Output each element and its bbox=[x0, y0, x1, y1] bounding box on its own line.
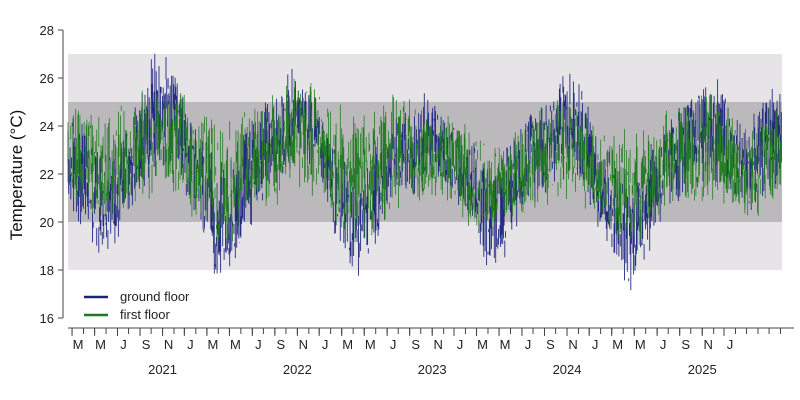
x-tick-label: J bbox=[390, 337, 397, 352]
x-tick-label: J bbox=[457, 337, 464, 352]
x-tick-label: S bbox=[681, 337, 690, 352]
x-tick-label: J bbox=[727, 337, 734, 352]
y-tick-label: 22 bbox=[40, 167, 54, 182]
x-tick-label: N bbox=[164, 337, 173, 352]
x-tick-label: J bbox=[255, 337, 262, 352]
series-first-floor bbox=[67, 78, 782, 249]
x-tick-label: M bbox=[612, 337, 623, 352]
legend-label-ground-floor: ground floor bbox=[120, 289, 190, 304]
x-tick-label: M bbox=[365, 337, 376, 352]
x-tick-label: J bbox=[120, 337, 127, 352]
legend: ground floor first floor bbox=[84, 289, 190, 322]
x-tick-label: S bbox=[142, 337, 151, 352]
x-tick-label: M bbox=[207, 337, 218, 352]
x-year-label: 2023 bbox=[418, 362, 447, 377]
x-tick-label: N bbox=[434, 337, 443, 352]
series-trace-first-floor bbox=[67, 78, 782, 249]
y-tick-label: 28 bbox=[40, 23, 54, 38]
y-axis: 16 18 20 22 24 26 28 bbox=[40, 23, 64, 326]
y-tick-label: 26 bbox=[40, 71, 54, 86]
y-tick-label: 16 bbox=[40, 311, 54, 326]
y-tick-label: 20 bbox=[40, 215, 54, 230]
x-tick-label: J bbox=[187, 337, 194, 352]
x-tick-label: M bbox=[230, 337, 241, 352]
x-tick-label: M bbox=[500, 337, 511, 352]
x-year-label: 2024 bbox=[553, 362, 582, 377]
x-tick-label: M bbox=[635, 337, 646, 352]
x-tick-label: N bbox=[568, 337, 577, 352]
x-year-label: 2022 bbox=[283, 362, 312, 377]
x-tick-label: N bbox=[299, 337, 308, 352]
x-tick-label: M bbox=[73, 337, 84, 352]
x-tick-label: M bbox=[342, 337, 353, 352]
x-tick-label: S bbox=[411, 337, 420, 352]
x-tick-label: N bbox=[704, 337, 713, 352]
y-tick-label: 18 bbox=[40, 263, 54, 278]
x-tick-label: S bbox=[277, 337, 286, 352]
x-year-label: 2021 bbox=[148, 362, 177, 377]
x-tick-label: S bbox=[546, 337, 555, 352]
x-tick-label: M bbox=[477, 337, 488, 352]
x-tick-label: J bbox=[660, 337, 667, 352]
x-tick-label: J bbox=[525, 337, 532, 352]
x-tick-label: J bbox=[592, 337, 599, 352]
legend-label-first-floor: first floor bbox=[120, 307, 171, 322]
y-axis-title: Temperature (°C) bbox=[7, 110, 26, 241]
y-tick-label: 24 bbox=[40, 119, 54, 134]
x-tick-label: J bbox=[322, 337, 329, 352]
x-tick-label: M bbox=[95, 337, 106, 352]
x-year-label: 2025 bbox=[688, 362, 717, 377]
series-layer bbox=[67, 53, 782, 291]
